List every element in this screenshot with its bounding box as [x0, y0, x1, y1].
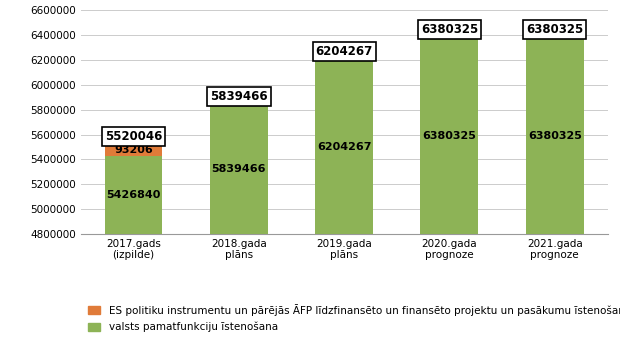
Bar [526, 37, 583, 344]
Text: 5839466: 5839466 [210, 90, 268, 103]
Text: 6380325: 6380325 [422, 131, 476, 141]
Bar [105, 144, 162, 156]
Text: 93206: 93206 [114, 145, 153, 155]
Text: 6380325: 6380325 [421, 23, 478, 36]
Legend: ES politiku instrumentu un pārējās ĀFP līdzfinansēto un finansēto projektu un pa: ES politiku instrumentu un pārējās ĀFP l… [86, 302, 620, 335]
Text: 5426840: 5426840 [106, 190, 161, 200]
Text: 6380325: 6380325 [526, 23, 583, 36]
Text: 6204267: 6204267 [316, 45, 373, 57]
Bar [210, 105, 268, 344]
Bar [105, 156, 162, 344]
Text: 5839466: 5839466 [211, 164, 266, 174]
Bar [315, 60, 373, 344]
Text: 6380325: 6380325 [528, 131, 582, 141]
Bar [420, 37, 479, 344]
Text: 5520046: 5520046 [105, 130, 162, 143]
Text: 6204267: 6204267 [317, 142, 371, 152]
